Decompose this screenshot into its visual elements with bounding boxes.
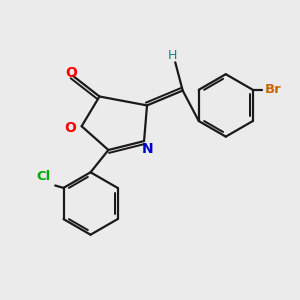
Text: O: O	[65, 66, 77, 80]
Text: N: N	[142, 142, 153, 156]
Text: H: H	[168, 49, 177, 62]
Text: O: O	[64, 121, 76, 135]
Text: Cl: Cl	[36, 170, 50, 183]
Text: Br: Br	[265, 83, 282, 96]
